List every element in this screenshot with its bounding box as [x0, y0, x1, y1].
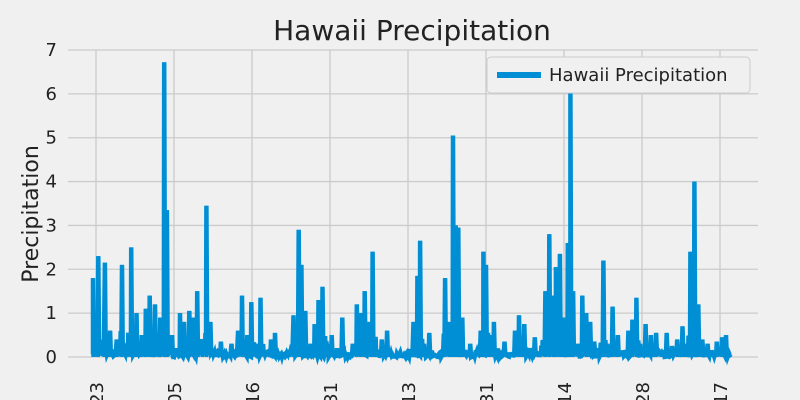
- x-tick-label: 14: [555, 382, 576, 400]
- y-tick-label: 5: [46, 128, 57, 149]
- grid-layer: [68, 49, 758, 358]
- x-tick-label: 28: [633, 382, 654, 400]
- x-tick-label: 17: [711, 382, 732, 400]
- chart-title: Hawaii Precipitation: [273, 14, 551, 47]
- x-tick-label: 13: [399, 382, 420, 400]
- y-tick-labels: 0 1 2 3 4 5 6 7: [46, 40, 57, 368]
- legend-label: Hawaii Precipitation: [549, 65, 728, 86]
- x-tick-label: 23: [87, 382, 108, 400]
- series-layer: [90, 62, 733, 366]
- x-tick-labels: 23 05 16 31 13 31 14 28 17: [87, 382, 732, 400]
- y-tick-label: 7: [46, 40, 57, 61]
- legend-frame: [486, 56, 751, 94]
- x-tick-label: 31: [477, 382, 498, 400]
- y-tick-label: 3: [46, 215, 57, 236]
- y-tick-label: 1: [46, 303, 57, 324]
- y-axis-label: Precipitation: [19, 145, 44, 283]
- y-tick-label: 2: [46, 259, 57, 280]
- legend: Hawaii Precipitation: [486, 56, 751, 94]
- y-tick-label: 0: [46, 347, 57, 368]
- x-tick-label: 31: [321, 382, 342, 400]
- x-tick-label: 16: [243, 382, 264, 400]
- y-tick-label: 4: [46, 172, 57, 193]
- y-tick-label: 6: [46, 84, 57, 105]
- x-tick-label: 05: [165, 382, 186, 400]
